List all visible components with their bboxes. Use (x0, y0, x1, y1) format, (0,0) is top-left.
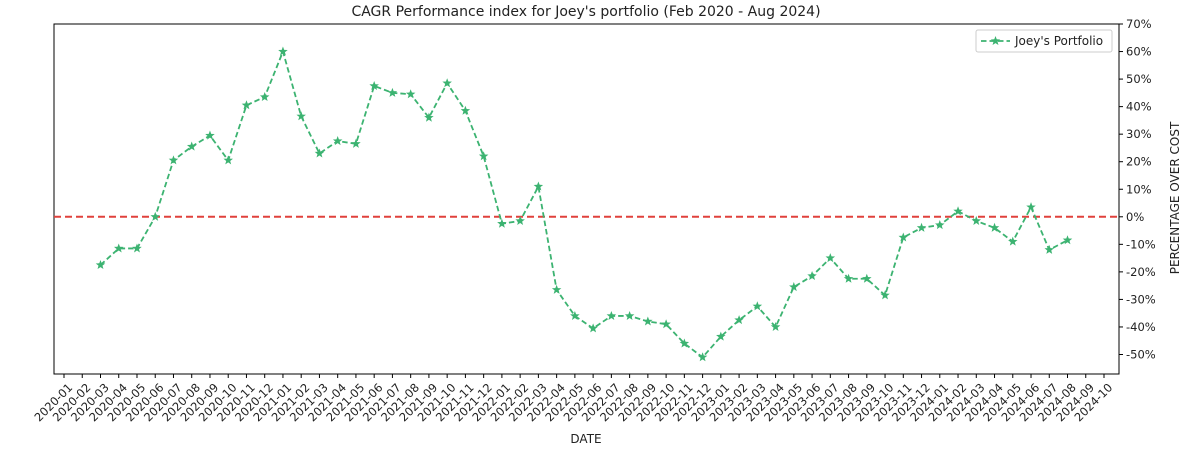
series-line (99, 48, 1068, 359)
data-point (369, 80, 379, 91)
data-point (186, 141, 197, 151)
y-tick-label: -10% (1126, 237, 1156, 251)
data-point (551, 284, 562, 294)
data-point (1062, 235, 1073, 245)
data-point (1026, 202, 1036, 212)
data-point (570, 310, 580, 320)
y-tick-label: 20% (1126, 155, 1152, 169)
plot-frame (53, 23, 1120, 375)
data-point (205, 130, 215, 140)
data-point (515, 215, 525, 225)
data-point (588, 323, 598, 333)
data-point (752, 301, 763, 311)
data-point (898, 232, 909, 242)
y-tick-label: 70% (1126, 17, 1152, 31)
y-tick-label: -40% (1126, 320, 1156, 334)
data-point (387, 87, 398, 97)
data-point (734, 315, 744, 325)
data-point (953, 206, 963, 216)
data-point (697, 352, 708, 362)
y-tick-label: 10% (1126, 182, 1152, 196)
data-point (606, 310, 617, 320)
y-axis-label: PERCENTAGE OVER COST (1168, 121, 1182, 274)
data-point (351, 138, 361, 148)
data-point (843, 273, 854, 283)
data-point (807, 271, 817, 281)
data-point (643, 316, 653, 326)
data-point (314, 148, 325, 158)
data-point (989, 222, 1000, 232)
x-axis-label: DATE (570, 432, 601, 446)
data-point (478, 151, 489, 161)
legend: Joey's Portfolio (975, 29, 1113, 53)
data-point (862, 273, 872, 283)
data-point (679, 338, 690, 348)
y-tick-label: -20% (1126, 265, 1156, 279)
data-point (497, 218, 507, 228)
data-point (424, 112, 434, 122)
data-point (259, 91, 270, 102)
legend-label: Joey's Portfolio (1014, 34, 1103, 48)
data-point (241, 100, 252, 110)
y-tick-label: -50% (1126, 348, 1156, 362)
data-point (132, 243, 142, 253)
chart-title: CAGR Performance index for Joey's portfo… (351, 4, 820, 20)
data-point (789, 282, 799, 292)
data-point (1008, 236, 1018, 246)
data-point (168, 155, 179, 165)
y-tick-label: -30% (1126, 292, 1156, 306)
data-point (150, 211, 160, 221)
data-point (113, 243, 124, 253)
data-point (223, 155, 233, 165)
data-point (770, 321, 781, 331)
y-tick-label: 0% (1126, 210, 1144, 224)
data-point (296, 111, 306, 121)
data-point (442, 78, 452, 88)
y-tick-label: 30% (1126, 127, 1152, 141)
data-point (1044, 244, 1055, 254)
x-axis: 2020-012020-022020-032020-042020-052020-… (31, 374, 1115, 424)
data-point (533, 181, 544, 191)
data-point (935, 220, 945, 230)
data-point (95, 259, 106, 270)
data-point (405, 89, 416, 99)
data-point (661, 319, 671, 329)
data-point (460, 105, 471, 115)
data-point (278, 46, 288, 56)
y-tick-label: 60% (1126, 45, 1152, 59)
y-axis: 70% 60% 50% 40% 30% 20% 10% 0% -10% -20% -30% -40% -… (1119, 17, 1156, 362)
plot-area (53, 23, 1120, 375)
data-point (825, 253, 836, 263)
data-point (916, 222, 927, 232)
data-point (624, 310, 635, 320)
data-point (880, 290, 890, 300)
legend-frame (975, 29, 1113, 53)
data-point (332, 136, 343, 146)
y-tick-label: 40% (1126, 100, 1152, 114)
y-tick-label: 50% (1126, 72, 1152, 86)
data-point (971, 215, 982, 225)
data-point (716, 331, 726, 341)
legend-marker (990, 36, 1001, 46)
